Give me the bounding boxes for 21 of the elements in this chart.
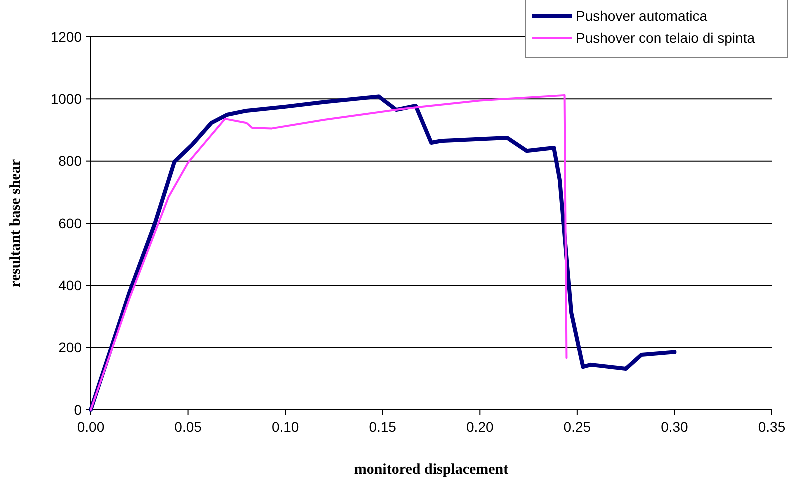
legend-label: Pushover con telaio di spinta (576, 30, 756, 46)
x-tick-label: 0.20 (466, 419, 494, 435)
y-tick-label: 200 (58, 340, 82, 356)
line-series (89, 94, 677, 412)
y-tick-label: 1000 (50, 91, 82, 108)
y-axis-title: resultant base shear (8, 159, 24, 288)
x-tick-label: 0.25 (564, 419, 592, 435)
line-series (90, 94, 568, 411)
x-axis-title: monitored displacement (354, 462, 509, 478)
x-tick-label: 0.35 (758, 419, 786, 435)
y-tick-label: 400 (58, 278, 82, 294)
legend-label: Pushover automatica (576, 8, 708, 24)
x-tick-label: 0.05 (174, 419, 202, 435)
y-tick-label: 800 (58, 153, 82, 170)
x-tick-label: 0.00 (77, 419, 105, 435)
y-tick-label: 600 (58, 215, 82, 232)
y-tick-label: 1200 (50, 28, 82, 45)
x-tick-label: 0.30 (661, 419, 689, 435)
x-tick-label: 0.10 (272, 419, 300, 435)
x-tick-label: 0.15 (369, 419, 397, 435)
y-tick-label: 0 (74, 402, 82, 418)
